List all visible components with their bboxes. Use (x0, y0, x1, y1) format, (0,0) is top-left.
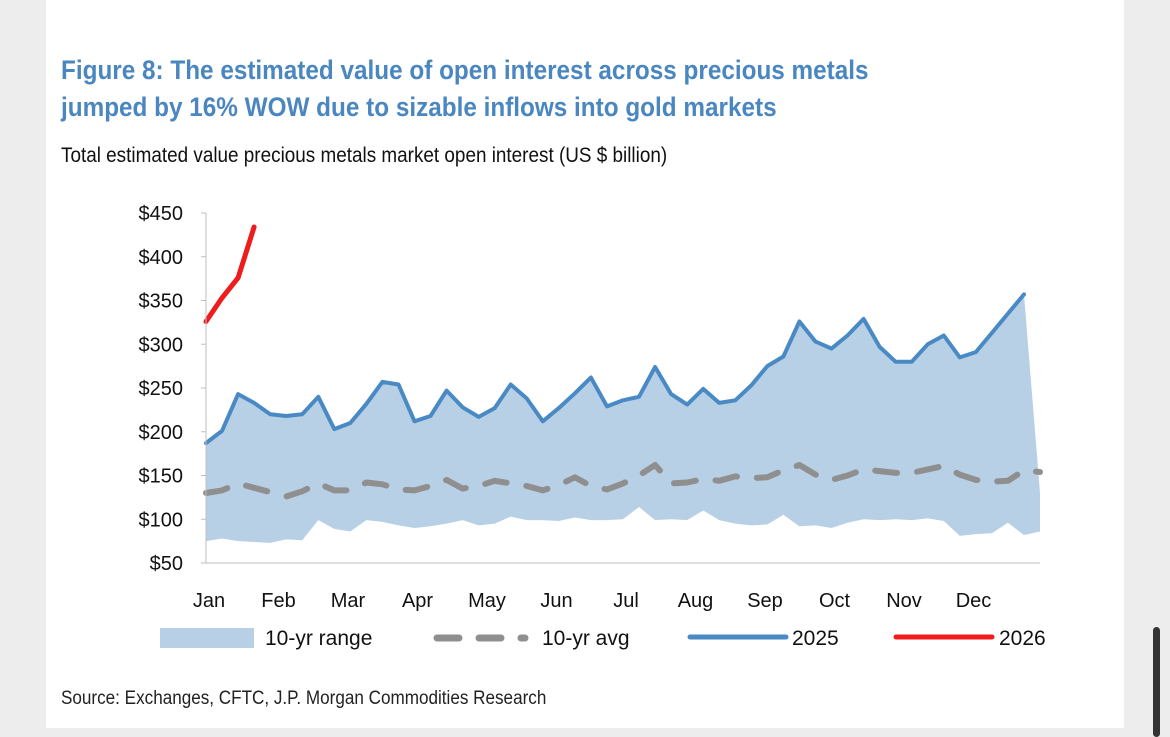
scrollbar[interactable] (1153, 627, 1160, 737)
line-2026 (203, 224, 257, 324)
legend-label-avg: 10-yr avg (542, 627, 630, 650)
legend-label-range: 10-yr range (265, 627, 372, 650)
range-band-layer (206, 294, 1040, 543)
x-tick-label: Jun (540, 590, 572, 612)
y-tick-label: $200 (139, 422, 184, 444)
x-tick-label: Apr (402, 590, 433, 612)
x-tick-label: Aug (678, 590, 714, 612)
y-tick-label: $350 (139, 291, 184, 313)
legend-swatch-range (160, 628, 254, 648)
avg-line-layer (203, 462, 1043, 500)
y-tick-label: $300 (139, 334, 184, 356)
y-axis-ticks: $450 $400 $350 $300 $250 $200 $150 $100 $50 (139, 203, 206, 575)
y-tick-label: $150 (139, 466, 184, 488)
figure-title: Figure 8: The estimated value of open in… (61, 55, 869, 122)
line-2026-layer (203, 224, 257, 324)
source-note: Source: Exchanges, CFTC, J.P. Morgan Com… (61, 688, 547, 709)
line-2025-layer (204, 292, 1026, 446)
y-tick-label: $50 (150, 553, 183, 575)
legend: 10-yr range 10-yr avg 2025 2026 (160, 627, 1046, 650)
x-tick-label: Mar (331, 590, 366, 612)
line-2025 (204, 292, 1026, 446)
x-tick-label: Sep (747, 590, 783, 612)
x-tick-label: Nov (886, 590, 922, 612)
x-axis-ticks: Jan Feb Mar Apr May Jun Jul Aug Sep Oct Nov Dec (193, 590, 991, 612)
x-tick-label: Oct (819, 590, 851, 612)
x-tick-label: Jul (613, 590, 639, 612)
avg-line (203, 462, 1043, 500)
legend-label-2025: 2025 (792, 627, 839, 650)
x-tick-label: Dec (956, 590, 992, 612)
x-tick-label: May (468, 590, 506, 612)
chart-subtitle: Total estimated value precious metals ma… (61, 144, 668, 167)
y-tick-label: $450 (139, 203, 184, 225)
legend-label-2026: 2026 (999, 627, 1046, 650)
y-tick-label: $100 (139, 509, 184, 531)
y-tick-label: $250 (139, 378, 184, 400)
x-tick-label: Jan (193, 590, 225, 612)
range-band (206, 294, 1040, 543)
x-tick-label: Feb (261, 590, 295, 612)
y-tick-label: $400 (139, 247, 184, 269)
